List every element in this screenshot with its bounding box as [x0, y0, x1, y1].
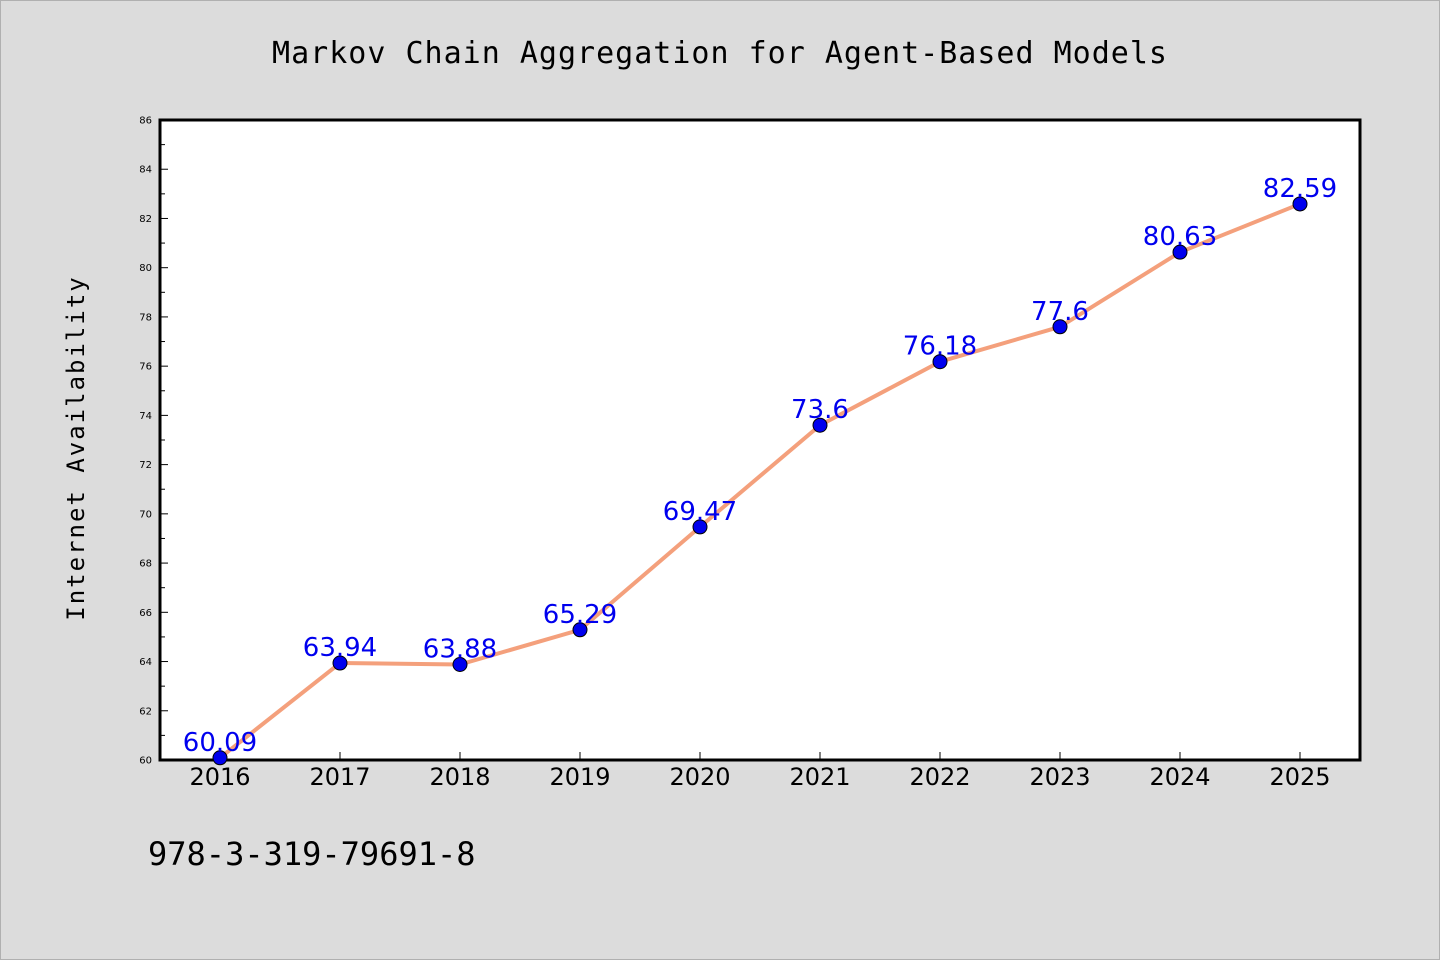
data-label: 82.59: [1263, 174, 1337, 204]
x-tick-label: 2018: [429, 763, 490, 791]
y-tick-label: 78: [139, 312, 152, 323]
y-tick-label: 68: [139, 559, 152, 570]
y-tick-label: 80: [139, 263, 152, 274]
data-point: [212, 750, 228, 766]
y-tick-label: 76: [139, 362, 152, 373]
data-label: 65.29: [543, 600, 617, 630]
y-axis-ticks: 60 62 64 66 68 70 72 74 76 78 80 82 84 86: [139, 116, 168, 767]
series-layer: 60.09 63.94 63.88 65.29 69.47 73.6 76.18 77.6 80…: [183, 174, 1337, 766]
x-tick-label: 2016: [189, 763, 250, 791]
x-tick-label: 2024: [1149, 763, 1210, 791]
data-point: [1292, 196, 1308, 212]
data-label: 73.6: [791, 395, 849, 425]
y-tick-label: 82: [139, 214, 152, 225]
data-point: [812, 417, 828, 433]
data-point: [932, 354, 948, 370]
data-label: 63.88: [423, 634, 497, 664]
data-point: [1052, 319, 1068, 335]
x-tick-label: 2023: [1029, 763, 1090, 791]
data-label: 77.6: [1031, 297, 1089, 327]
x-tick-label: 2025: [1269, 763, 1330, 791]
x-tick-label: 2017: [309, 763, 370, 791]
x-tick-label: 2020: [669, 763, 730, 791]
y-tick-label: 72: [139, 460, 152, 471]
x-axis-ticks: 2016 2017 2018 2019 2020 2021 2022 2023 2024 2025: [189, 752, 1331, 791]
data-point: [1172, 244, 1188, 260]
y-tick-label: 70: [139, 509, 152, 520]
data-point: [692, 519, 708, 535]
data-label: 60.09: [183, 728, 257, 758]
data-point: [452, 656, 468, 672]
x-tick-label: 2021: [789, 763, 850, 791]
y-tick-label: 66: [139, 608, 152, 619]
data-label: 63.94: [303, 633, 377, 663]
y-tick-label: 62: [139, 706, 152, 717]
data-point: [332, 655, 348, 671]
data-label: 80.63: [1143, 222, 1217, 252]
series-line: [218, 202, 1301, 760]
footnote-isbn: 978-3-319-79691-8: [148, 835, 476, 873]
data-label: 69.47: [663, 497, 737, 527]
plot-area: [158, 118, 1362, 762]
data-label: 76.18: [903, 332, 977, 362]
x-tick-label: 2022: [909, 763, 970, 791]
x-tick-label: 2019: [549, 763, 610, 791]
chart-title: Markov Chain Aggregation for Agent-Based…: [272, 36, 1168, 71]
y-tick-label: 74: [139, 411, 152, 422]
data-point: [572, 622, 588, 638]
y-tick-label: 84: [139, 165, 152, 176]
y-tick-label: 64: [139, 657, 152, 668]
y-axis-label: Internet Availability: [62, 275, 90, 620]
y-tick-label: 60: [139, 756, 152, 767]
y-tick-label: 86: [139, 116, 152, 127]
